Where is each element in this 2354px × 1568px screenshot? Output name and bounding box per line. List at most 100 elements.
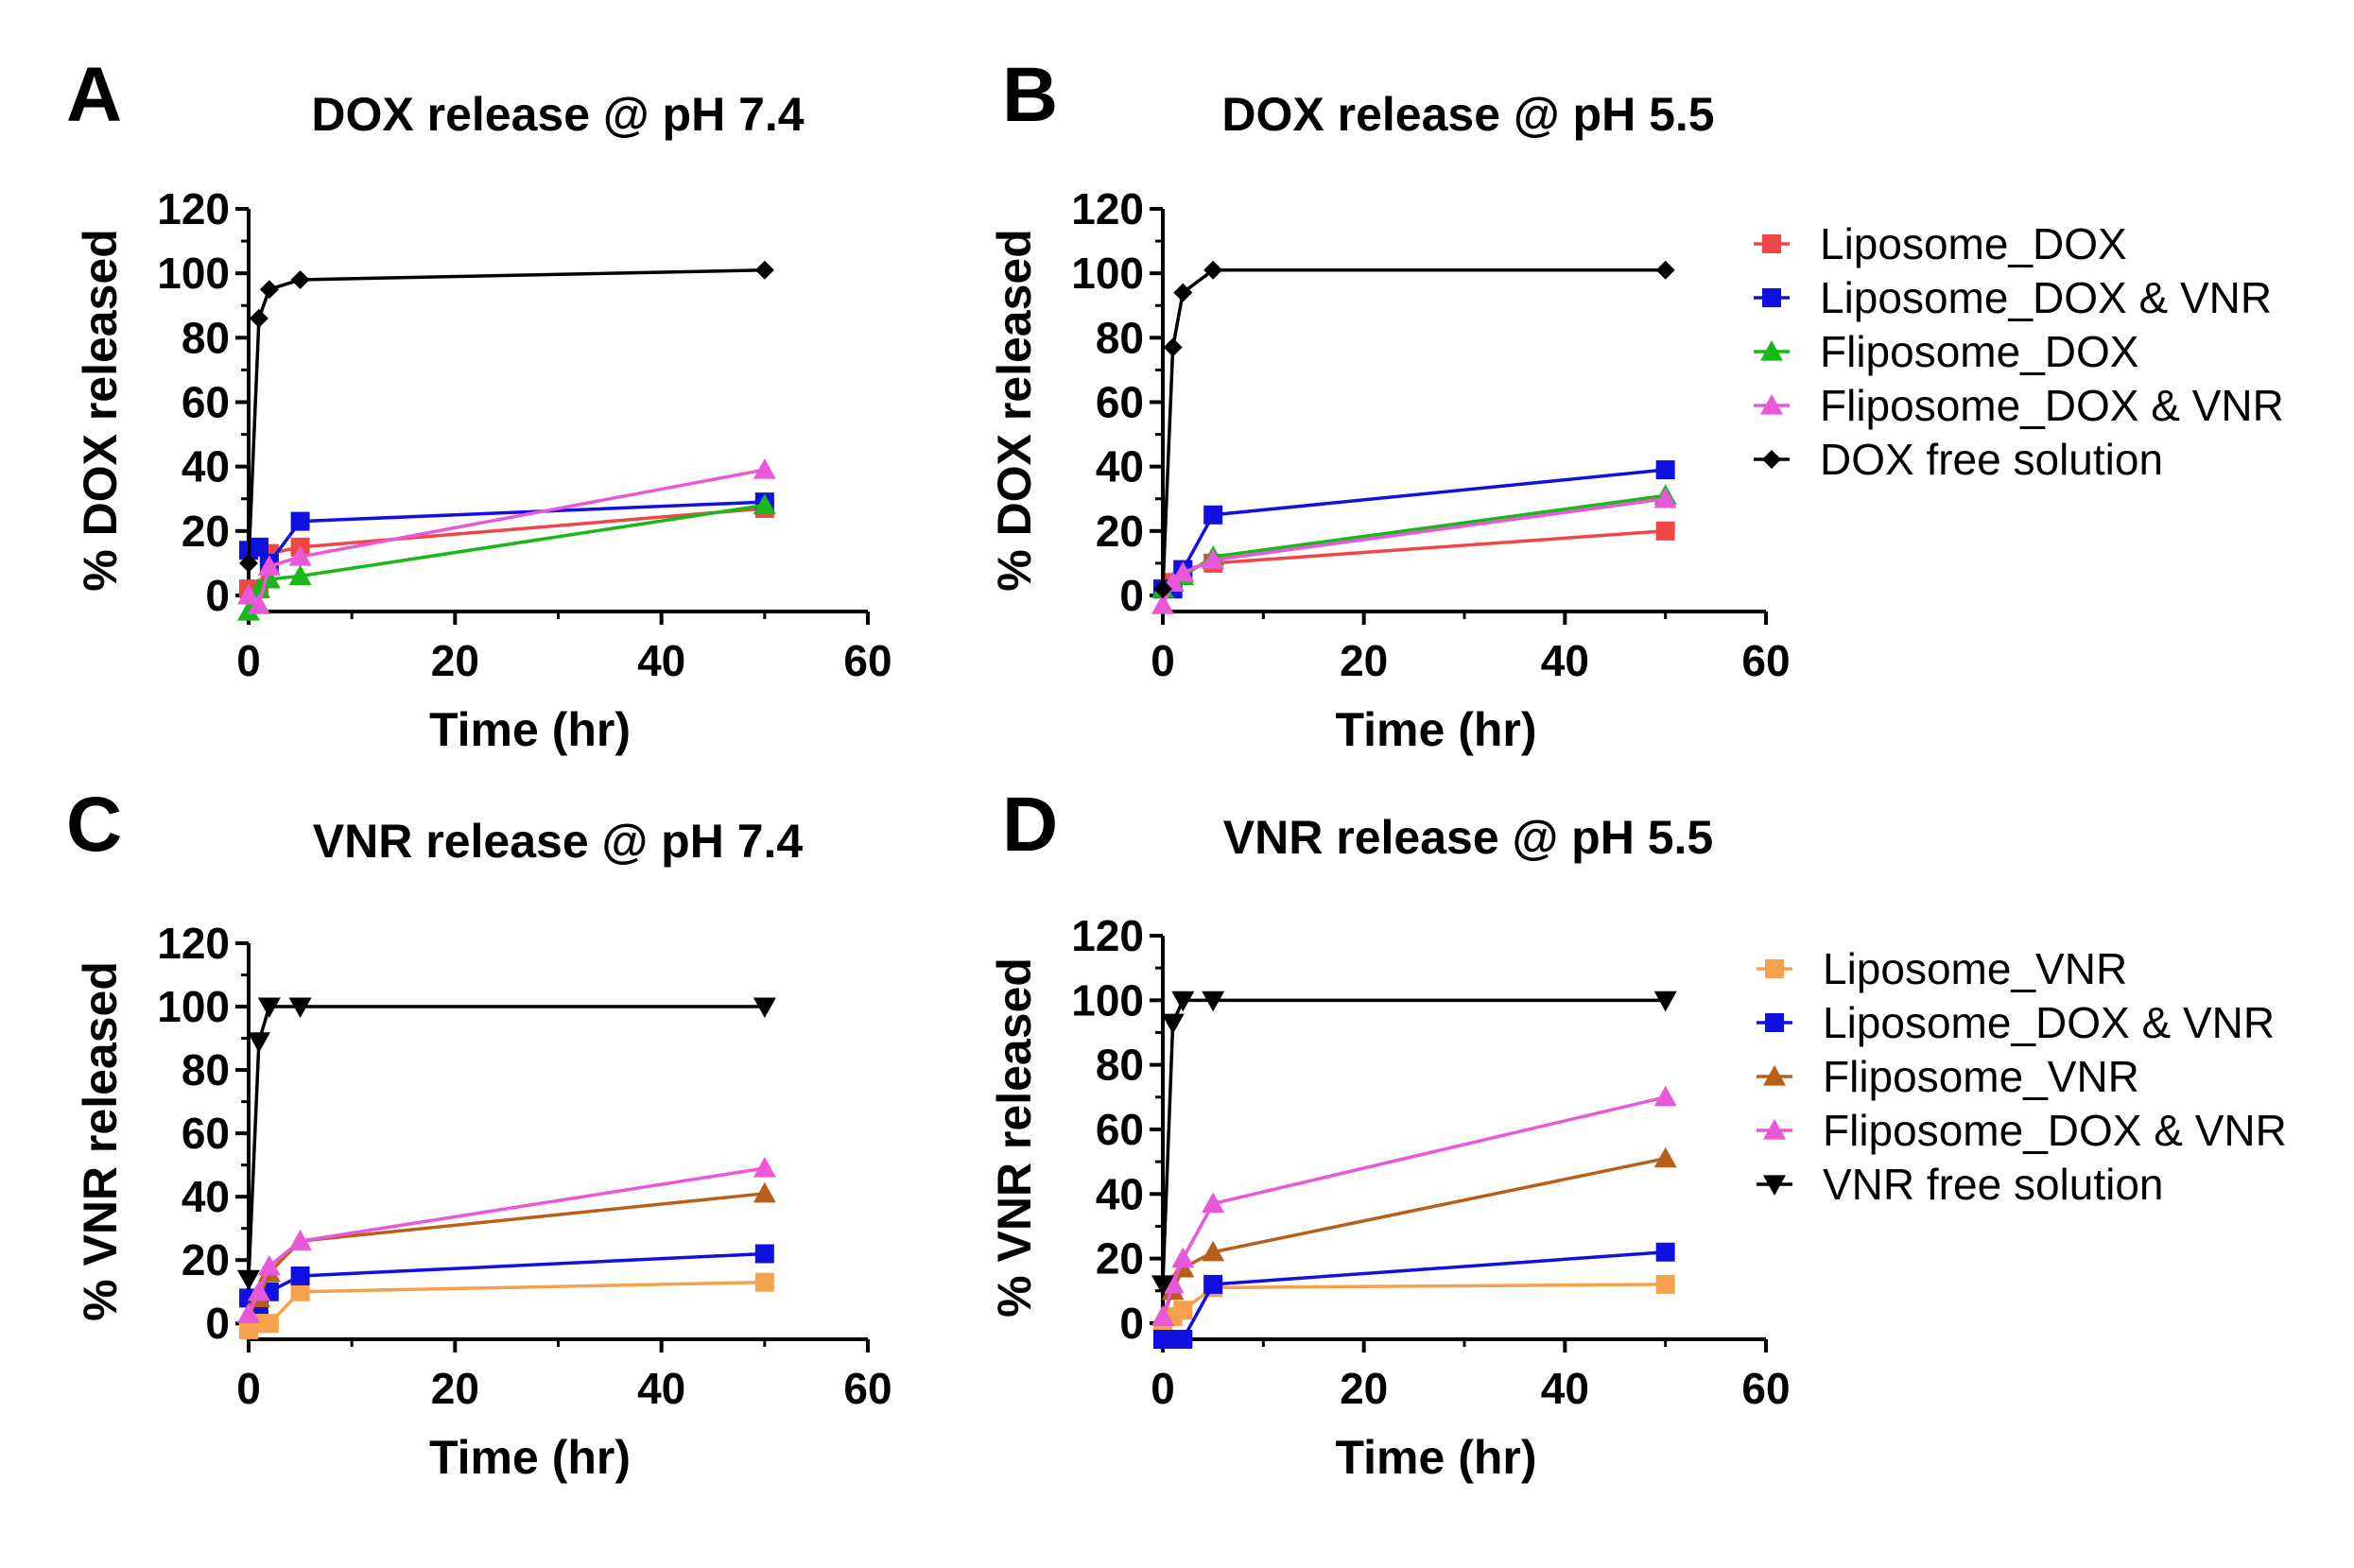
series-fliposome-dox: [1151, 484, 1677, 598]
legend-entry: Liposome_VNR: [1823, 944, 2127, 993]
data-point: [1655, 521, 1675, 541]
legend-entry: DOX free solution: [1820, 435, 2163, 484]
data-point: [754, 1244, 774, 1264]
panel-letter: A: [66, 52, 122, 138]
data-point: [1151, 1305, 1174, 1326]
data-point: [259, 280, 279, 300]
data-point: [259, 1314, 279, 1334]
data-point: [1202, 1240, 1225, 1262]
series-line: [248, 500, 765, 565]
series-line: [1161, 998, 1666, 1284]
series-fliposome-dox-vnr: [1151, 1085, 1677, 1326]
x-tick-label: 0: [1151, 1364, 1175, 1413]
x-axis-label: Time (hr): [1336, 1431, 1537, 1484]
data-point: [239, 553, 258, 573]
y-tick-label: 100: [1071, 249, 1144, 298]
data-point: [1153, 579, 1172, 599]
legend-swatch-marker: [1762, 288, 1781, 307]
data-point: [1173, 283, 1193, 302]
panel-letter: B: [1002, 52, 1058, 138]
series-line: [248, 1280, 765, 1332]
x-tick-label: 40: [637, 636, 685, 685]
series-liposome-dox-vnr: [239, 1244, 774, 1315]
data-point: [1653, 1085, 1677, 1107]
y-tick-label: 60: [1096, 1105, 1144, 1154]
y-axis-label: % VNR released: [988, 957, 1041, 1318]
legend-swatch-marker: [1760, 394, 1783, 415]
data-point: [754, 1272, 774, 1292]
data-point: [237, 600, 260, 621]
legend-entry: Fliposome_DOX & VNR: [1823, 1106, 2287, 1155]
data-point: [1202, 548, 1225, 570]
series-line: [247, 468, 766, 607]
series-line: [1161, 1283, 1666, 1331]
legend-entry: Liposome_DOX & VNR: [1820, 273, 2272, 322]
panel-letter: C: [66, 782, 122, 868]
x-tick-label: 40: [1541, 636, 1589, 685]
y-tick-label: 20: [182, 1235, 230, 1284]
series-line: [1161, 1156, 1667, 1318]
data-point: [249, 308, 268, 328]
panel-d: D VNR release @ pH 5.5 0 20 40 60 80 100 120 0 20 4…: [988, 782, 2287, 1484]
data-point: [753, 1181, 776, 1203]
data-point: [1163, 337, 1183, 357]
data-point: [288, 564, 312, 586]
legend-swatch-marker: [1765, 1013, 1784, 1032]
legend-swatch-marker: [1763, 1175, 1786, 1196]
y-tick-label: 120: [1071, 911, 1144, 960]
x-tick-label: 20: [1340, 1364, 1388, 1413]
x-tick-label: 20: [1340, 636, 1388, 685]
legend-swatch-marker: [1762, 234, 1781, 253]
data-point: [1653, 487, 1677, 508]
series-fliposome-vnr: [1151, 1146, 1677, 1326]
series-fliposome-dox-vnr: [1151, 487, 1677, 614]
data-point: [1655, 1242, 1675, 1262]
y-tick-label: 80: [182, 313, 230, 362]
y-tick-label: 0: [205, 1299, 230, 1348]
legend-swatch-marker: [1762, 450, 1781, 469]
x-tick-label: 40: [637, 1364, 685, 1413]
data-point: [290, 1266, 310, 1285]
panel-letter: D: [1002, 782, 1058, 868]
x-tick-label: 20: [431, 636, 479, 685]
y-tick-label: 100: [157, 249, 230, 298]
y-tick-label: 40: [1096, 1169, 1144, 1218]
series-line: [1161, 268, 1666, 590]
legend: Liposome_DOX Liposome_DOX & VNR Fliposome_…: [1754, 219, 2284, 484]
legend-entry: Liposome_DOX & VNR: [1823, 998, 2275, 1047]
y-tick-label: 80: [1096, 313, 1144, 362]
data-point: [1171, 561, 1195, 582]
series-dox-free-solution: [1153, 260, 1675, 599]
series-line: [248, 1251, 765, 1306]
data-point: [257, 997, 281, 1019]
panel-a: A DOX release @ pH 7.4 0 20 40 60 80 100 120 0 20 4…: [66, 52, 892, 756]
data-point: [1151, 594, 1174, 614]
series-line: [1162, 529, 1666, 591]
x-tick-label: 60: [843, 636, 891, 685]
legend-entry: Fliposome_DOX & VNR: [1820, 381, 2284, 430]
legend-swatch-marker: [1765, 959, 1784, 978]
y-tick-label: 80: [182, 1045, 230, 1094]
x-tick-label: 60: [1741, 1364, 1790, 1413]
data-point: [257, 1254, 281, 1276]
y-tick-label: 0: [1119, 1299, 1144, 1348]
data-point: [1202, 1192, 1225, 1214]
series-fliposome-vnr: [237, 1181, 776, 1323]
data-point: [249, 537, 268, 557]
data-point: [1203, 260, 1223, 280]
panel-b: B DOX release @ pH 5.5 0 20 40 60 80 100 120 0 20 4…: [988, 52, 2284, 756]
x-tick-label: 60: [843, 1364, 891, 1413]
data-point: [754, 260, 774, 280]
data-point: [1203, 1274, 1223, 1294]
y-tick-label: 120: [1071, 184, 1144, 233]
legend-entry: Liposome_DOX: [1820, 219, 2127, 268]
series-liposome-dox-vnr: [1153, 1242, 1675, 1349]
data-point: [1151, 1275, 1174, 1296]
series-dox-free-solution: [239, 260, 774, 573]
data-point: [1171, 991, 1195, 1012]
legend: Liposome_VNR Liposome_DOX & VNR Fliposome_…: [1757, 944, 2287, 1209]
y-tick-label: 60: [1096, 377, 1144, 426]
data-point: [753, 1156, 776, 1178]
chart-title: VNR release @ pH 5.5: [1223, 811, 1713, 864]
chart-title: DOX release @ pH 7.4: [311, 88, 804, 141]
